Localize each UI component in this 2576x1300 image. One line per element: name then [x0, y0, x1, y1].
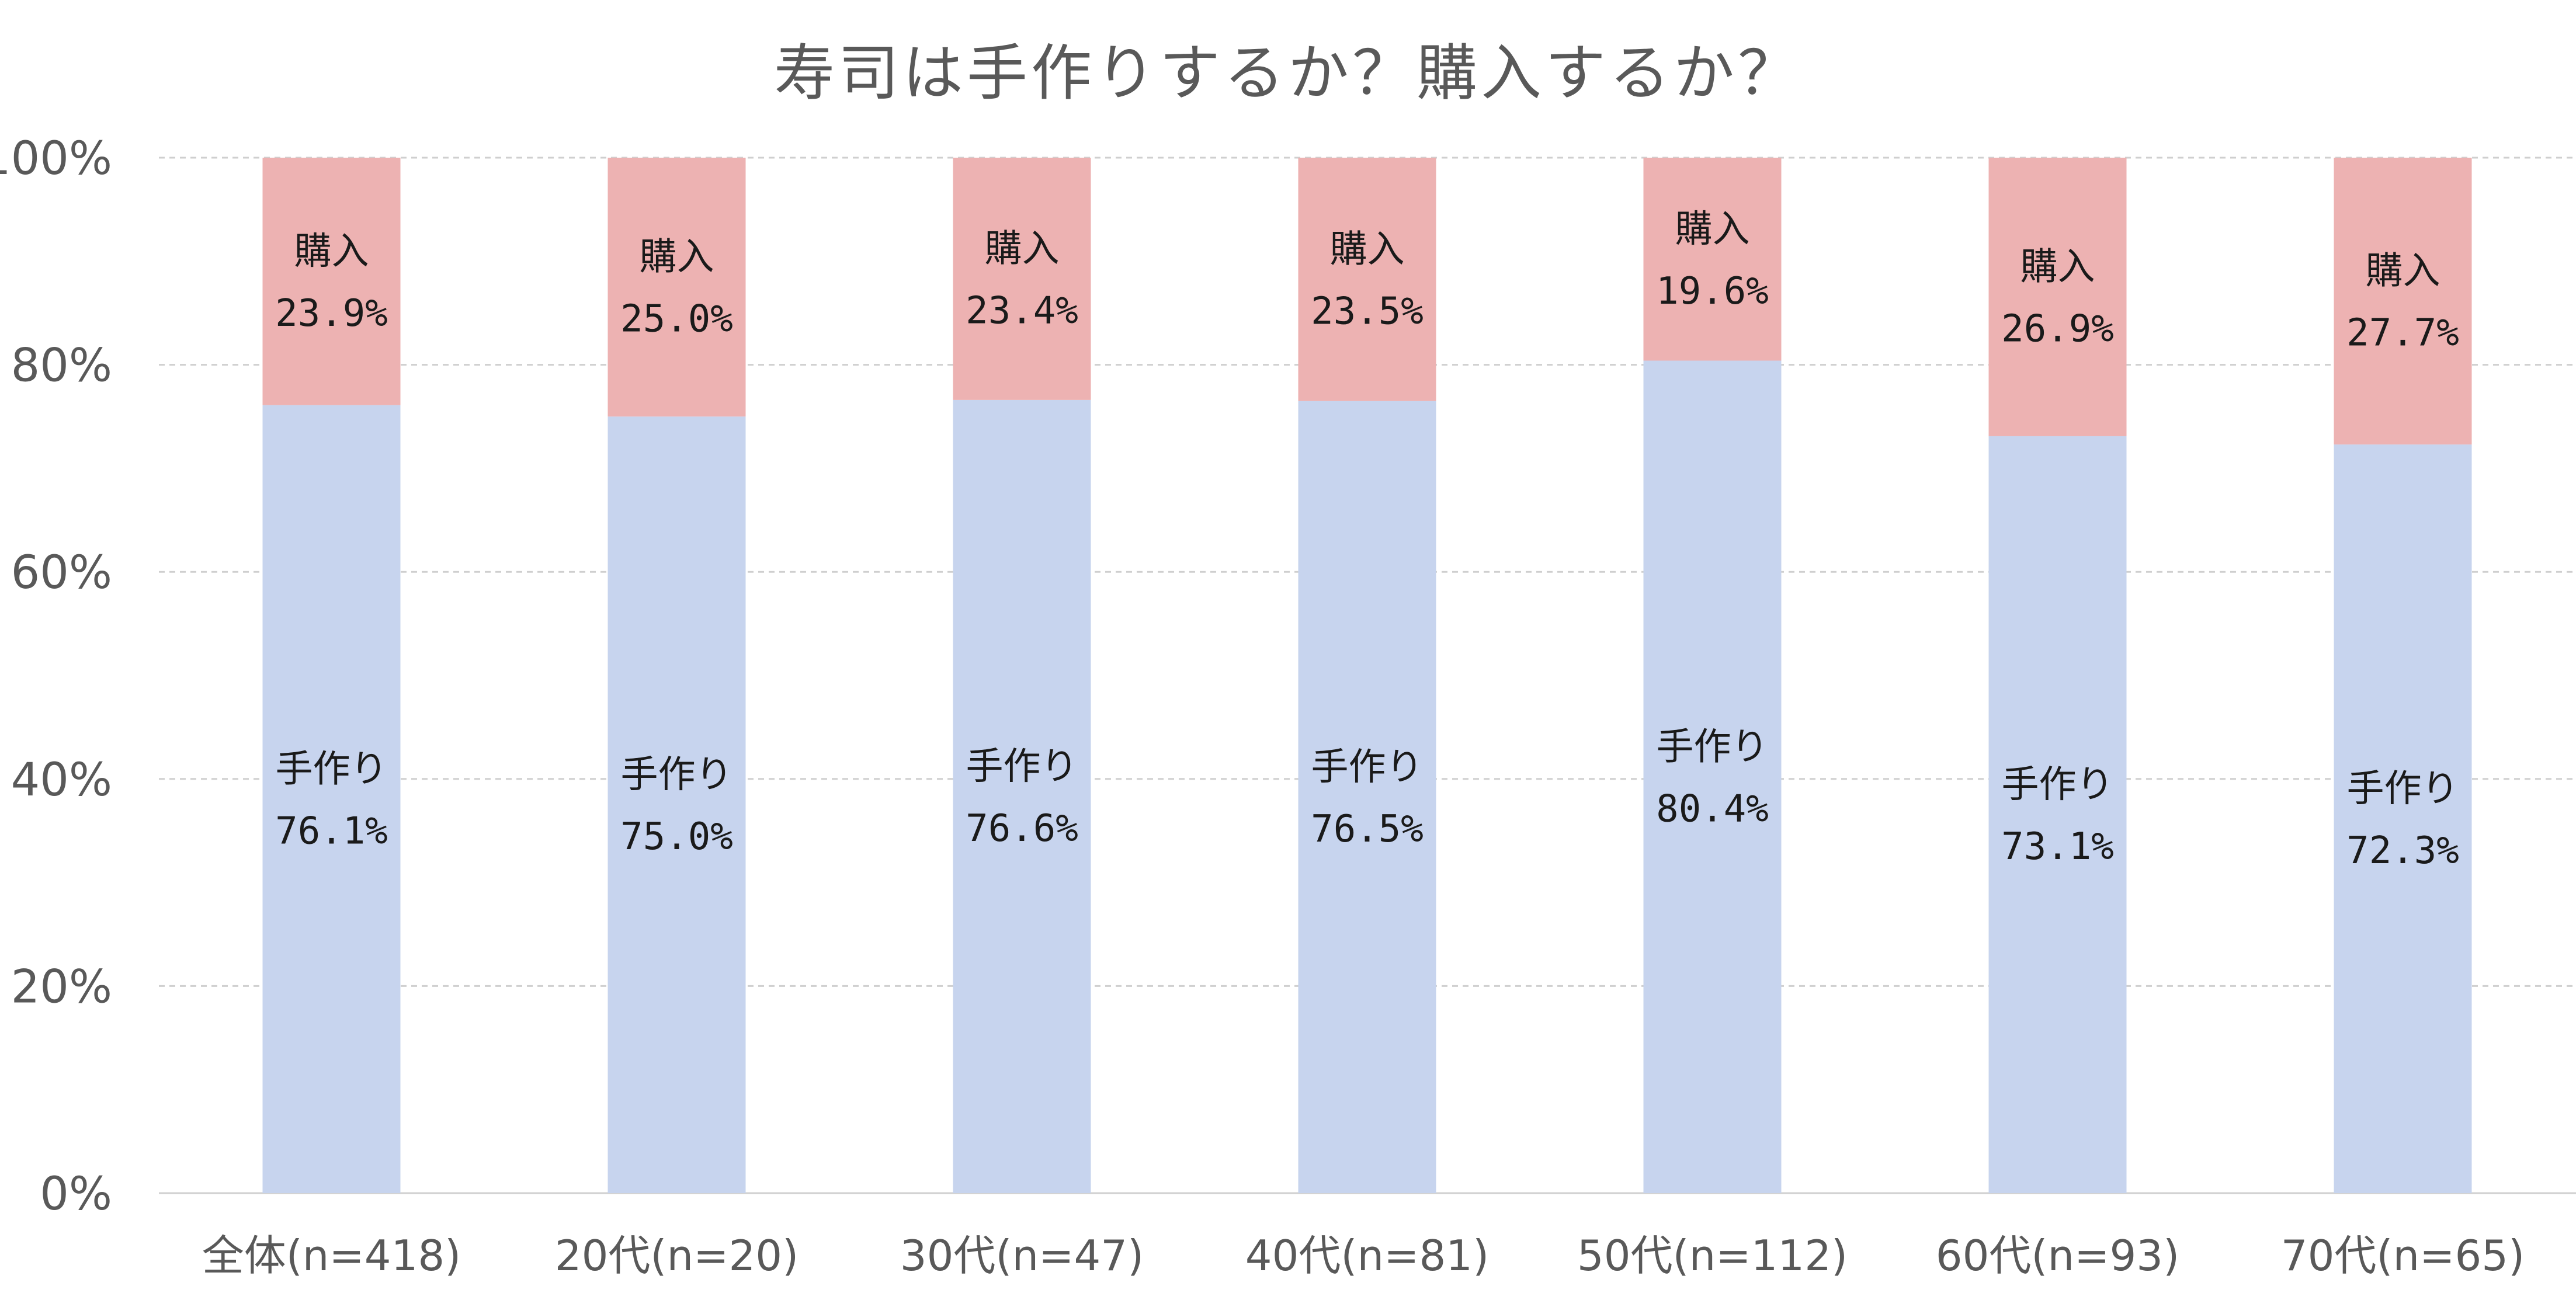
bar-segment-購入: [262, 158, 401, 405]
data-label-value: 72.3%: [2346, 829, 2459, 873]
data-label-value: 80.4%: [1656, 787, 1769, 830]
bar-segment-手作り: [1643, 360, 1782, 1193]
y-tick-label: 80%: [11, 340, 112, 392]
data-label-series-name: 購入: [985, 227, 1060, 270]
bar-segment-購入: [2334, 158, 2472, 445]
data-label-series-name: 手作り: [2002, 763, 2114, 807]
data-label-series-name: 購入: [2020, 245, 2095, 288]
data-label-value: 76.5%: [1311, 808, 1424, 851]
data-label-series-name: 購入: [1330, 228, 1405, 271]
bar-segment-手作り: [1298, 401, 1436, 1193]
y-tick-label: 20%: [11, 961, 112, 1013]
data-label-value: 19.6%: [1656, 270, 1769, 313]
bar-segment-購入: [1988, 158, 2127, 436]
data-label-value: 25.0%: [620, 298, 733, 341]
y-tick-label: 40%: [11, 754, 112, 807]
data-label-series-name: 手作り: [276, 748, 388, 791]
data-label-series-name: 手作り: [1657, 725, 1769, 769]
x-category-label: 30代(n=47): [900, 1231, 1144, 1280]
data-label-series-name: 購入: [1675, 208, 1750, 251]
data-label-series-name: 購入: [294, 230, 369, 273]
data-label-series-name: 手作り: [2347, 767, 2459, 811]
data-label-value: 23.9%: [275, 292, 388, 335]
bar-segment-購入: [1643, 158, 1782, 361]
data-label-value: 76.1%: [275, 809, 388, 853]
data-label-series-name: 購入: [640, 236, 714, 279]
bar-segment-手作り: [262, 405, 401, 1193]
bar-segment-購入: [1298, 158, 1436, 401]
data-label-series-name: 手作り: [966, 745, 1078, 788]
data-label-value: 26.9%: [2001, 307, 2114, 350]
data-label-value: 23.4%: [966, 289, 1078, 332]
x-category-label: 50代(n=112): [1577, 1231, 1848, 1280]
data-label-series-name: 手作り: [621, 753, 733, 797]
bar-segment-購入: [607, 158, 746, 417]
y-tick-label: 60%: [11, 547, 112, 599]
data-label-value: 76.6%: [966, 807, 1078, 850]
data-label-value: 75.0%: [620, 815, 733, 858]
bar-segment-手作り: [1988, 436, 2127, 1193]
data-label-value: 23.5%: [1311, 290, 1424, 333]
bar-segment-購入: [953, 158, 1091, 400]
bar-segment-手作り: [2334, 444, 2472, 1193]
data-label-value: 73.1%: [2001, 825, 2114, 868]
x-category-label: 60代(n=93): [1936, 1231, 2179, 1280]
data-label-value: 27.7%: [2346, 312, 2459, 355]
y-tick-label: 100%: [0, 133, 112, 185]
bar-segment-手作り: [607, 416, 746, 1193]
x-category-label: 40代(n=81): [1245, 1231, 1489, 1280]
x-category-label: 20代(n=20): [555, 1231, 799, 1280]
chart-title: 寿司は手作りするか？購入するか？: [773, 37, 1802, 109]
x-category-label: 70代(n=65): [2281, 1231, 2525, 1280]
data-label-series-name: 購入: [2366, 250, 2440, 293]
data-label-series-name: 手作り: [1311, 746, 1424, 789]
y-tick-label: 0%: [40, 1168, 112, 1221]
bar-segment-手作り: [953, 399, 1091, 1193]
x-category-label: 全体(n=418): [202, 1231, 461, 1280]
